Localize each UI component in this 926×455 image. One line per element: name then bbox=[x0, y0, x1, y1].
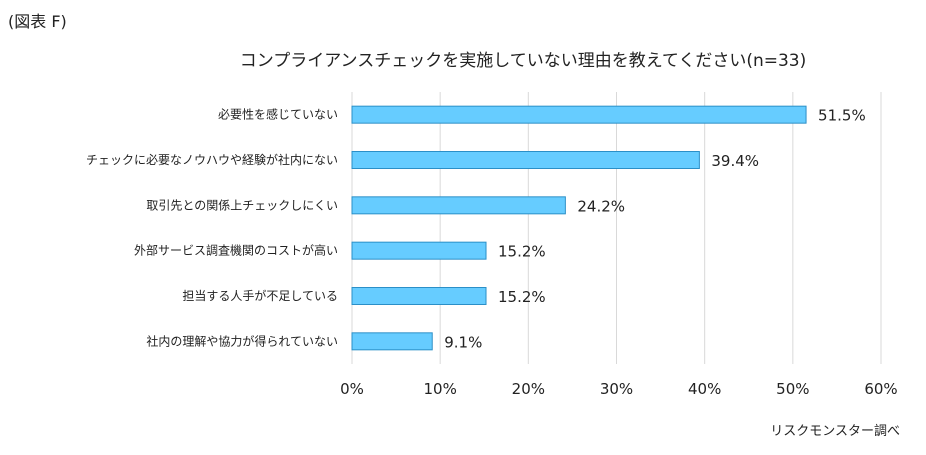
source-note: リスクモンスター調べ bbox=[770, 424, 900, 439]
bar bbox=[351, 151, 700, 169]
figure-label: (図表 F) bbox=[8, 12, 67, 31]
value-label: 51.5% bbox=[818, 107, 866, 125]
bar bbox=[351, 332, 433, 351]
category-label: 外部サービス調査機関のコストが高い bbox=[134, 243, 338, 258]
category-label: 必要性を感じていない bbox=[218, 107, 338, 122]
chart-title: コンプライアンスチェックを実施していない理由を教えてください(n=33) bbox=[239, 51, 807, 71]
value-label: 15.2% bbox=[498, 288, 546, 306]
x-tick-label: 40% bbox=[688, 380, 721, 398]
category-label: チェックに必要なノウハウや経験が社内にない bbox=[86, 152, 338, 167]
category-label: 取引先との関係上チェックしにくい bbox=[146, 198, 338, 212]
x-tick-label: 0% bbox=[340, 380, 364, 398]
category-label: 社内の理解や協力が得られていない bbox=[146, 333, 338, 348]
bar bbox=[351, 105, 807, 124]
bar bbox=[351, 241, 487, 260]
x-tick-label: 20% bbox=[512, 380, 545, 398]
bar bbox=[351, 287, 487, 305]
category-label: 担当する人手が不足している bbox=[182, 288, 338, 303]
value-label: 39.4% bbox=[711, 152, 759, 170]
x-tick-label: 50% bbox=[776, 380, 809, 398]
value-label: 15.2% bbox=[498, 243, 546, 261]
x-tick-label: 30% bbox=[600, 380, 633, 398]
x-tick-label: 60% bbox=[864, 380, 897, 398]
value-label: 9.1% bbox=[444, 333, 482, 351]
bar bbox=[351, 196, 566, 215]
x-tick-label: 10% bbox=[423, 380, 456, 398]
value-label: 24.2% bbox=[577, 197, 625, 215]
